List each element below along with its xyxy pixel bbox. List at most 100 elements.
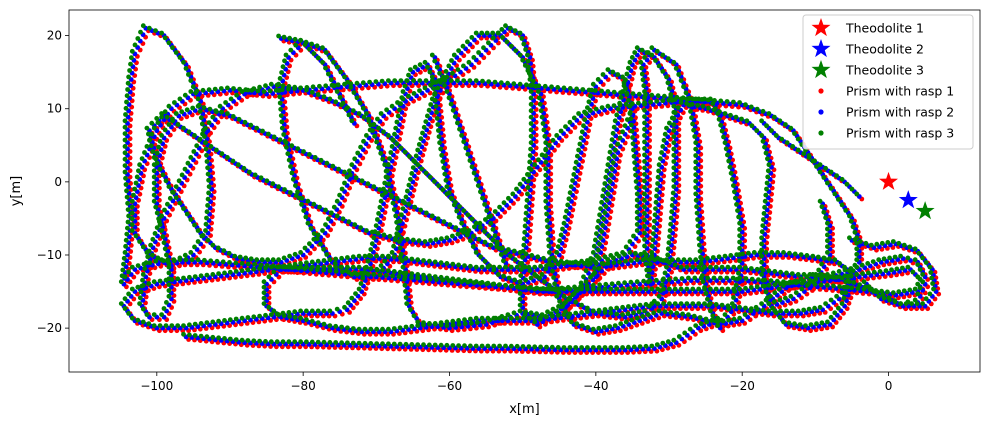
data-point <box>411 313 417 319</box>
data-point <box>279 119 285 125</box>
data-point <box>743 265 748 271</box>
data-point <box>408 176 413 182</box>
data-point <box>674 310 680 316</box>
data-point <box>618 321 624 327</box>
data-point <box>596 266 602 271</box>
data-point <box>583 279 589 285</box>
data-point <box>323 50 329 55</box>
data-point <box>374 139 379 145</box>
data-point <box>277 94 283 100</box>
data-point <box>543 198 549 204</box>
data-point <box>737 315 742 321</box>
data-point <box>731 316 737 322</box>
data-point <box>629 317 635 323</box>
data-point <box>896 240 902 246</box>
data-point <box>916 250 922 256</box>
data-point <box>428 102 434 107</box>
data-point <box>680 311 685 317</box>
data-point <box>881 256 887 262</box>
data-point <box>331 59 336 65</box>
data-point <box>855 286 861 291</box>
data-point <box>776 286 782 292</box>
data-point <box>318 241 323 247</box>
data-point <box>801 272 807 277</box>
data-point <box>847 235 852 241</box>
data-point <box>697 315 703 320</box>
data-point <box>303 214 309 220</box>
data-point <box>927 264 933 270</box>
data-point <box>378 150 384 156</box>
data-point <box>772 269 778 274</box>
data-points <box>118 23 942 355</box>
data-point <box>656 308 662 314</box>
data-point <box>920 301 925 306</box>
data-point <box>277 76 283 81</box>
data-point <box>634 315 640 321</box>
data-point <box>912 257 918 263</box>
data-point <box>920 272 925 277</box>
data-point <box>278 113 284 118</box>
data-point <box>898 253 903 259</box>
data-point <box>879 240 885 246</box>
data-point <box>278 106 284 112</box>
data-point <box>870 259 876 264</box>
data-point <box>536 89 541 94</box>
data-point <box>308 226 314 231</box>
data-point <box>468 320 474 326</box>
data-point <box>357 100 363 106</box>
data-point <box>905 255 911 261</box>
data-point <box>320 45 325 51</box>
data-point <box>293 42 299 48</box>
data-point <box>400 206 406 212</box>
data-point <box>465 39 470 45</box>
data-point <box>286 157 292 163</box>
data-point <box>923 260 929 265</box>
data-point <box>708 264 713 270</box>
data-point <box>391 207 397 212</box>
data-point <box>859 262 865 268</box>
data-point <box>684 264 690 270</box>
data-point <box>283 52 289 58</box>
data-point <box>546 237 551 243</box>
data-point <box>403 295 409 300</box>
data-point <box>289 170 295 176</box>
data-point <box>420 130 425 136</box>
data-point <box>484 30 490 36</box>
data-point <box>469 35 475 40</box>
data-point <box>282 58 287 64</box>
data-point <box>390 200 396 206</box>
data-point <box>534 311 539 317</box>
data-point <box>421 124 427 130</box>
data-point <box>784 270 789 276</box>
data-point <box>879 288 884 294</box>
data-point <box>890 239 896 244</box>
data-point <box>907 244 913 250</box>
data-point <box>397 245 403 251</box>
data-point <box>309 41 314 47</box>
data-point <box>508 43 514 49</box>
data-point <box>772 290 778 296</box>
data-point <box>901 288 907 294</box>
data-point <box>545 224 550 230</box>
data-point <box>537 101 543 107</box>
data-point <box>830 270 836 276</box>
data-point <box>536 95 542 101</box>
data-point <box>719 264 725 270</box>
data-point <box>513 48 519 53</box>
data-point <box>425 113 430 119</box>
data-point <box>585 325 591 330</box>
data-point <box>545 230 551 236</box>
data-point <box>931 286 936 292</box>
data-point <box>672 262 678 268</box>
data-point <box>290 176 296 182</box>
data-point <box>288 47 294 53</box>
data-point <box>305 220 311 226</box>
data-point <box>460 43 466 49</box>
data-point <box>915 262 921 267</box>
data-point <box>789 271 795 276</box>
data-point <box>403 194 409 200</box>
data-point <box>579 323 585 328</box>
data-point <box>539 114 545 120</box>
data-point <box>912 246 918 252</box>
data-point <box>929 275 935 281</box>
